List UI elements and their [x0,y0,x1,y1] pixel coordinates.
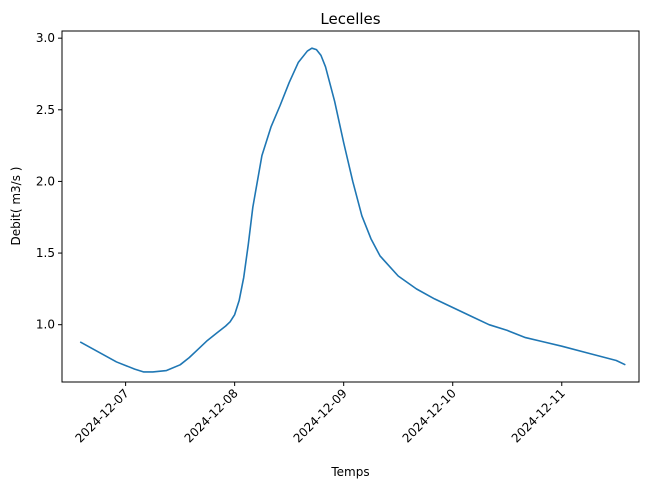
y-tick-label: 2.5 [36,103,55,117]
x-tick-label: 2024-12-11 [509,386,568,445]
x-axis-label: Temps [330,465,369,479]
plot-area-frame [61,30,640,383]
y-tick-label: 1.0 [36,318,55,332]
x-tick-label: 2024-12-09 [291,386,350,445]
x-axis-ticks: 2024-12-07 2024-12-08 2024-12-09 2024-12-10… [73,382,568,445]
x-tick-label: 2024-12-10 [400,386,459,445]
y-axis-ticks: 1.0 1.5 2.0 2.5 3.0 [36,31,62,332]
x-tick-label: 2024-12-08 [182,386,241,445]
chart-title: Lecelles [320,10,380,28]
y-tick-label: 3.0 [36,31,55,45]
y-axis-label: Debit( m3/s ) [9,167,23,246]
series-line-debit [79,47,626,373]
y-tick-label: 1.5 [36,246,55,260]
x-tick-label: 2024-12-07 [73,386,132,445]
y-tick-label: 2.0 [36,174,55,188]
